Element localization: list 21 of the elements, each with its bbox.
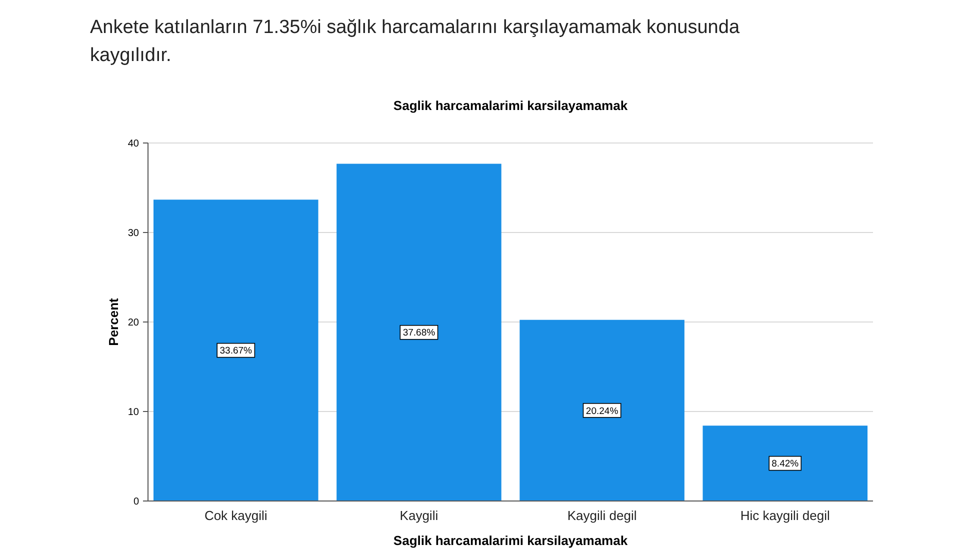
data-label: 33.67% [220,346,253,357]
y-tick-label: 40 [128,138,140,150]
bar [520,320,684,501]
y-tick-label: 10 [128,407,140,418]
x-tick-label: Kaygili degil [567,508,637,523]
y-tick-label: 30 [128,228,140,239]
x-tick-label: Cok kaygili [204,508,268,523]
y-tick-label: 0 [133,496,140,508]
data-label: 8.42% [772,458,800,470]
bar [702,426,868,501]
x-axis-title: Saglik harcamalarimi karsilayamamak [393,533,628,548]
bar [153,200,318,501]
x-tick-label: Hic kaygili degil [740,508,830,523]
x-tick-label: Kaygili [400,508,438,523]
y-axis-title: Percent [106,297,121,346]
data-label: 37.68% [402,328,436,339]
y-tick-label: 20 [128,318,140,328]
chart-title: Ankete katılanların 71.35%i sağlık harcamalarını karşılayamamak konusunda kaygılıdır. [90,17,740,66]
data-label: 20.24% [586,406,619,417]
bar [336,164,502,501]
chart-subtitle: Saglik harcamalarimi karsilayamamak [393,98,628,113]
